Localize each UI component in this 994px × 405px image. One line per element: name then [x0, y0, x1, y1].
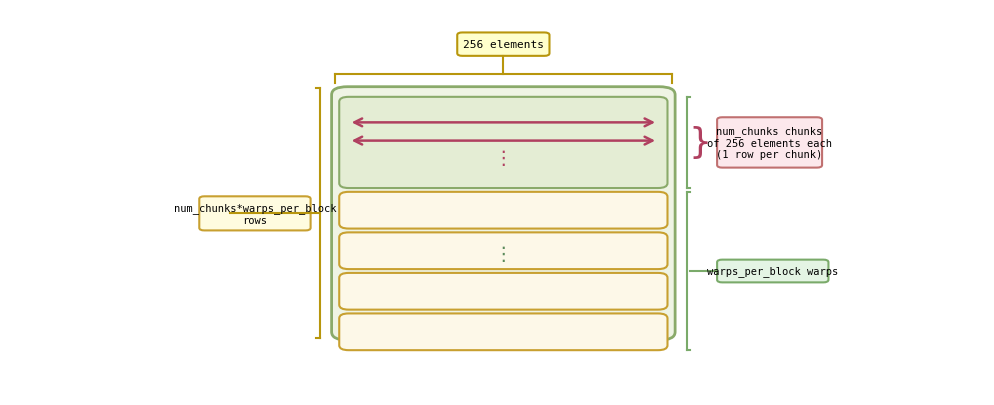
- FancyBboxPatch shape: [199, 197, 310, 231]
- Text: num_chunks*warps_per_block
rows: num_chunks*warps_per_block rows: [174, 202, 336, 225]
- Text: ⋮: ⋮: [494, 149, 513, 168]
- FancyBboxPatch shape: [717, 118, 822, 168]
- Text: 256 elements: 256 elements: [463, 40, 544, 50]
- FancyBboxPatch shape: [332, 87, 675, 340]
- FancyBboxPatch shape: [339, 233, 668, 269]
- FancyBboxPatch shape: [339, 98, 668, 189]
- Text: ⋮: ⋮: [494, 245, 513, 264]
- Text: num_chunks chunks
of 256 elements each
(1 row per chunk): num_chunks chunks of 256 elements each (…: [707, 126, 832, 160]
- FancyBboxPatch shape: [339, 192, 668, 229]
- FancyBboxPatch shape: [717, 260, 828, 283]
- FancyBboxPatch shape: [339, 313, 668, 350]
- FancyBboxPatch shape: [457, 33, 550, 57]
- Text: warps_per_block warps: warps_per_block warps: [707, 266, 838, 277]
- FancyBboxPatch shape: [339, 273, 668, 310]
- Text: }: }: [689, 126, 712, 160]
